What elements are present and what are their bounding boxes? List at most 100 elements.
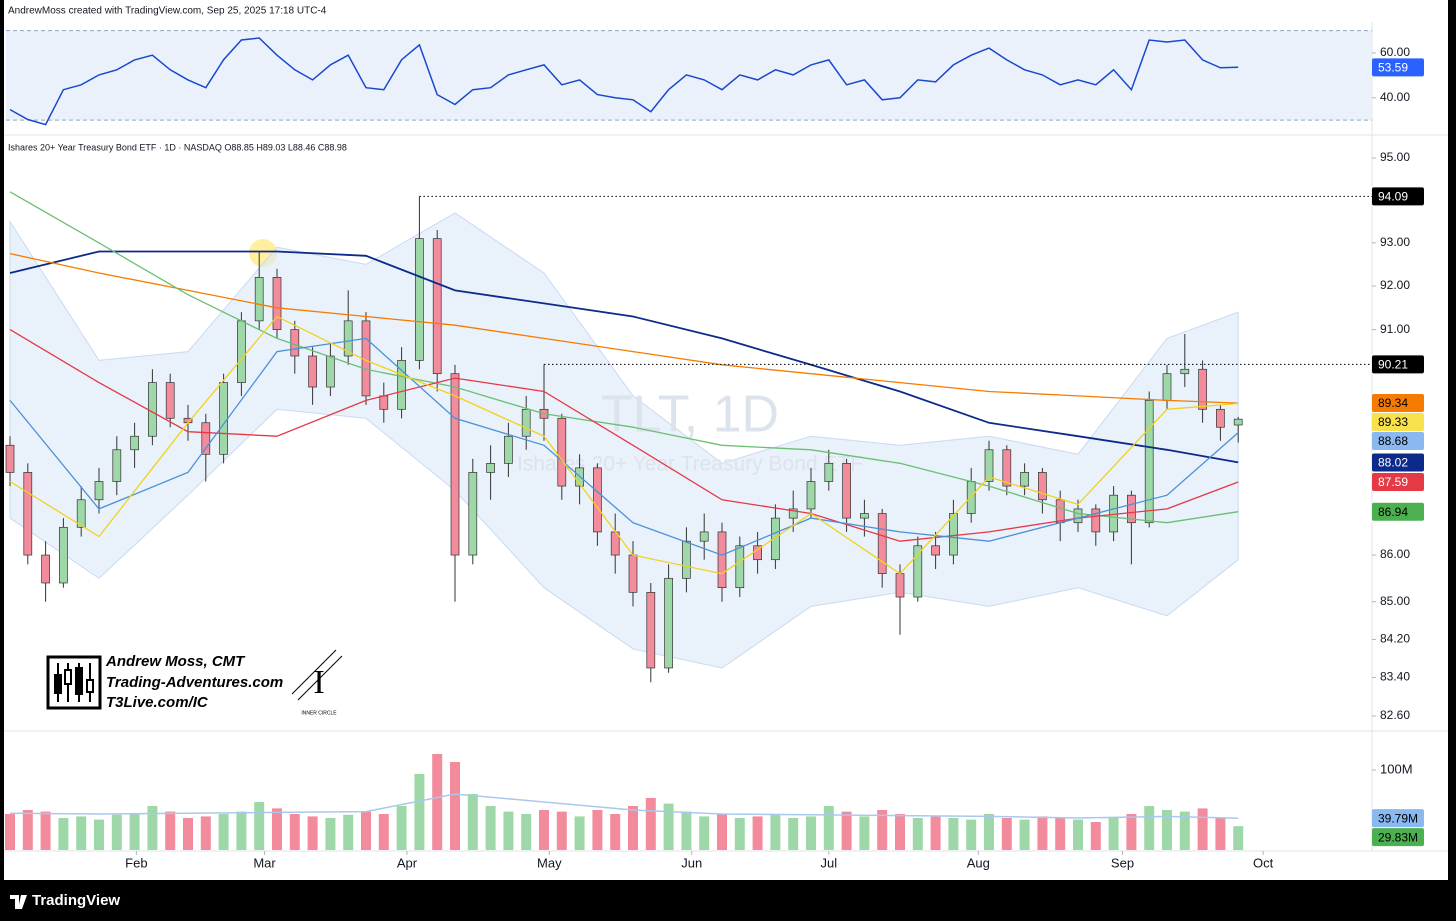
- volume-bar: [539, 810, 549, 850]
- price-label: 88.02: [1378, 456, 1408, 470]
- price-label: 90.21: [1378, 358, 1408, 372]
- candle-body: [806, 481, 816, 510]
- moving-average: [9, 250, 1239, 464]
- rsi-last-label-box: [1372, 58, 1424, 77]
- candle-body: [735, 545, 745, 589]
- volume-bar: [699, 816, 710, 850]
- volume-bar: [165, 811, 176, 850]
- volume-bar: [1126, 814, 1137, 850]
- candle-body: [1055, 499, 1065, 524]
- volume-ma: [9, 793, 1239, 819]
- volume-bar: [628, 806, 638, 850]
- logo-box: [46, 655, 102, 710]
- volume-bar: [1108, 818, 1119, 850]
- candle-body: [486, 462, 495, 473]
- brand-line: T3Live.com/IC: [106, 694, 209, 711]
- x-tick-label: Jun: [681, 855, 702, 870]
- badge-letter: I: [313, 664, 324, 701]
- volume-bar: [485, 806, 496, 850]
- header: AndrewMoss created with TradingView.com,…: [8, 6, 327, 17]
- volume-bar: [752, 816, 763, 850]
- volume-bar: [806, 816, 816, 850]
- candle-body: [682, 540, 691, 579]
- volume-bar: [681, 811, 692, 850]
- candle-body: [272, 277, 282, 330]
- volume-last-label: 29.83M: [1378, 830, 1418, 844]
- candle-body: [842, 462, 851, 519]
- volume-ma-label-box: [1372, 809, 1424, 828]
- price-label-box: [1372, 502, 1424, 521]
- volume-bar: [58, 818, 69, 850]
- volume-bar: [859, 816, 870, 850]
- volume-bar: [22, 810, 33, 850]
- volume-bar: [1019, 819, 1030, 850]
- price-label: 89.33: [1378, 415, 1408, 429]
- candle-body: [1073, 508, 1083, 524]
- volume-bar: [76, 816, 87, 850]
- candle-body: [966, 481, 976, 514]
- moving-average: [9, 191, 1239, 524]
- candle-body: [415, 238, 424, 361]
- candle-body: [895, 573, 905, 598]
- candle-body: [593, 467, 602, 533]
- price-label-box: [1372, 187, 1424, 206]
- volume-bar: [111, 814, 122, 850]
- volume-bar: [432, 754, 443, 850]
- candle-body: [326, 355, 335, 388]
- branding: Andrew Moss, CMT Trading-Adventures.com …: [46, 649, 343, 716]
- volume-bar: [966, 819, 977, 850]
- price-label: 94.09: [1378, 190, 1408, 204]
- candle-body: [699, 531, 709, 542]
- volume-bar: [610, 814, 621, 850]
- y-tick-label: 84.20: [1380, 632, 1410, 646]
- y-tick-label: 100M: [1380, 761, 1413, 776]
- volume-bar: [94, 819, 104, 850]
- volume-bar: [378, 814, 389, 850]
- rsi-last-label: 53.59: [1378, 61, 1408, 75]
- candle-body: [860, 513, 869, 519]
- candle-body: [148, 382, 157, 437]
- price-label: 86.94: [1378, 505, 1408, 519]
- badge-line: [297, 655, 343, 701]
- candle-body: [432, 238, 442, 375]
- candle-body: [290, 329, 300, 357]
- candle-body: [94, 481, 104, 501]
- y-tick-label: 95.00: [1380, 150, 1410, 164]
- logo-candles: [54, 663, 94, 702]
- volume-bar: [1144, 806, 1155, 850]
- volume-bar: [841, 811, 852, 850]
- price-label: 89.34: [1378, 396, 1408, 410]
- candle-body: [343, 320, 353, 357]
- volume-bar: [948, 818, 959, 850]
- candle-body: [1002, 449, 1012, 487]
- x-tick-label: Jul: [820, 855, 837, 870]
- candle-body: [5, 444, 15, 473]
- volume-bar: [272, 808, 282, 850]
- price-label-box: [1372, 453, 1424, 472]
- volume-bar: [183, 818, 193, 850]
- price-label-box: [1372, 472, 1424, 491]
- volume-bar: [1162, 810, 1172, 850]
- volume-bar: [254, 802, 265, 850]
- volume-bar: [343, 814, 354, 850]
- candle-body: [201, 422, 211, 455]
- x-tick-label: Sep: [1111, 855, 1134, 870]
- y-tick-label: 40.00: [1380, 90, 1410, 104]
- candle-body: [1144, 400, 1154, 524]
- candle-body: [237, 320, 246, 383]
- footer: TradingView: [10, 892, 120, 909]
- volume-bar: [1073, 819, 1083, 850]
- badge-text: INNER CIRCLE: [301, 710, 337, 716]
- y-tick-label: 86.00: [1380, 547, 1410, 561]
- volume-bar: [5, 814, 15, 850]
- volume-bar: [663, 803, 674, 850]
- candle-body: [628, 554, 638, 593]
- candle-body: [1233, 418, 1243, 426]
- volume-bar: [218, 814, 229, 850]
- candle-body: [949, 513, 958, 556]
- candle-body: [165, 382, 175, 419]
- candle-body: [1127, 494, 1136, 524]
- volume-bar: [307, 816, 318, 850]
- volume-bar: [877, 810, 888, 850]
